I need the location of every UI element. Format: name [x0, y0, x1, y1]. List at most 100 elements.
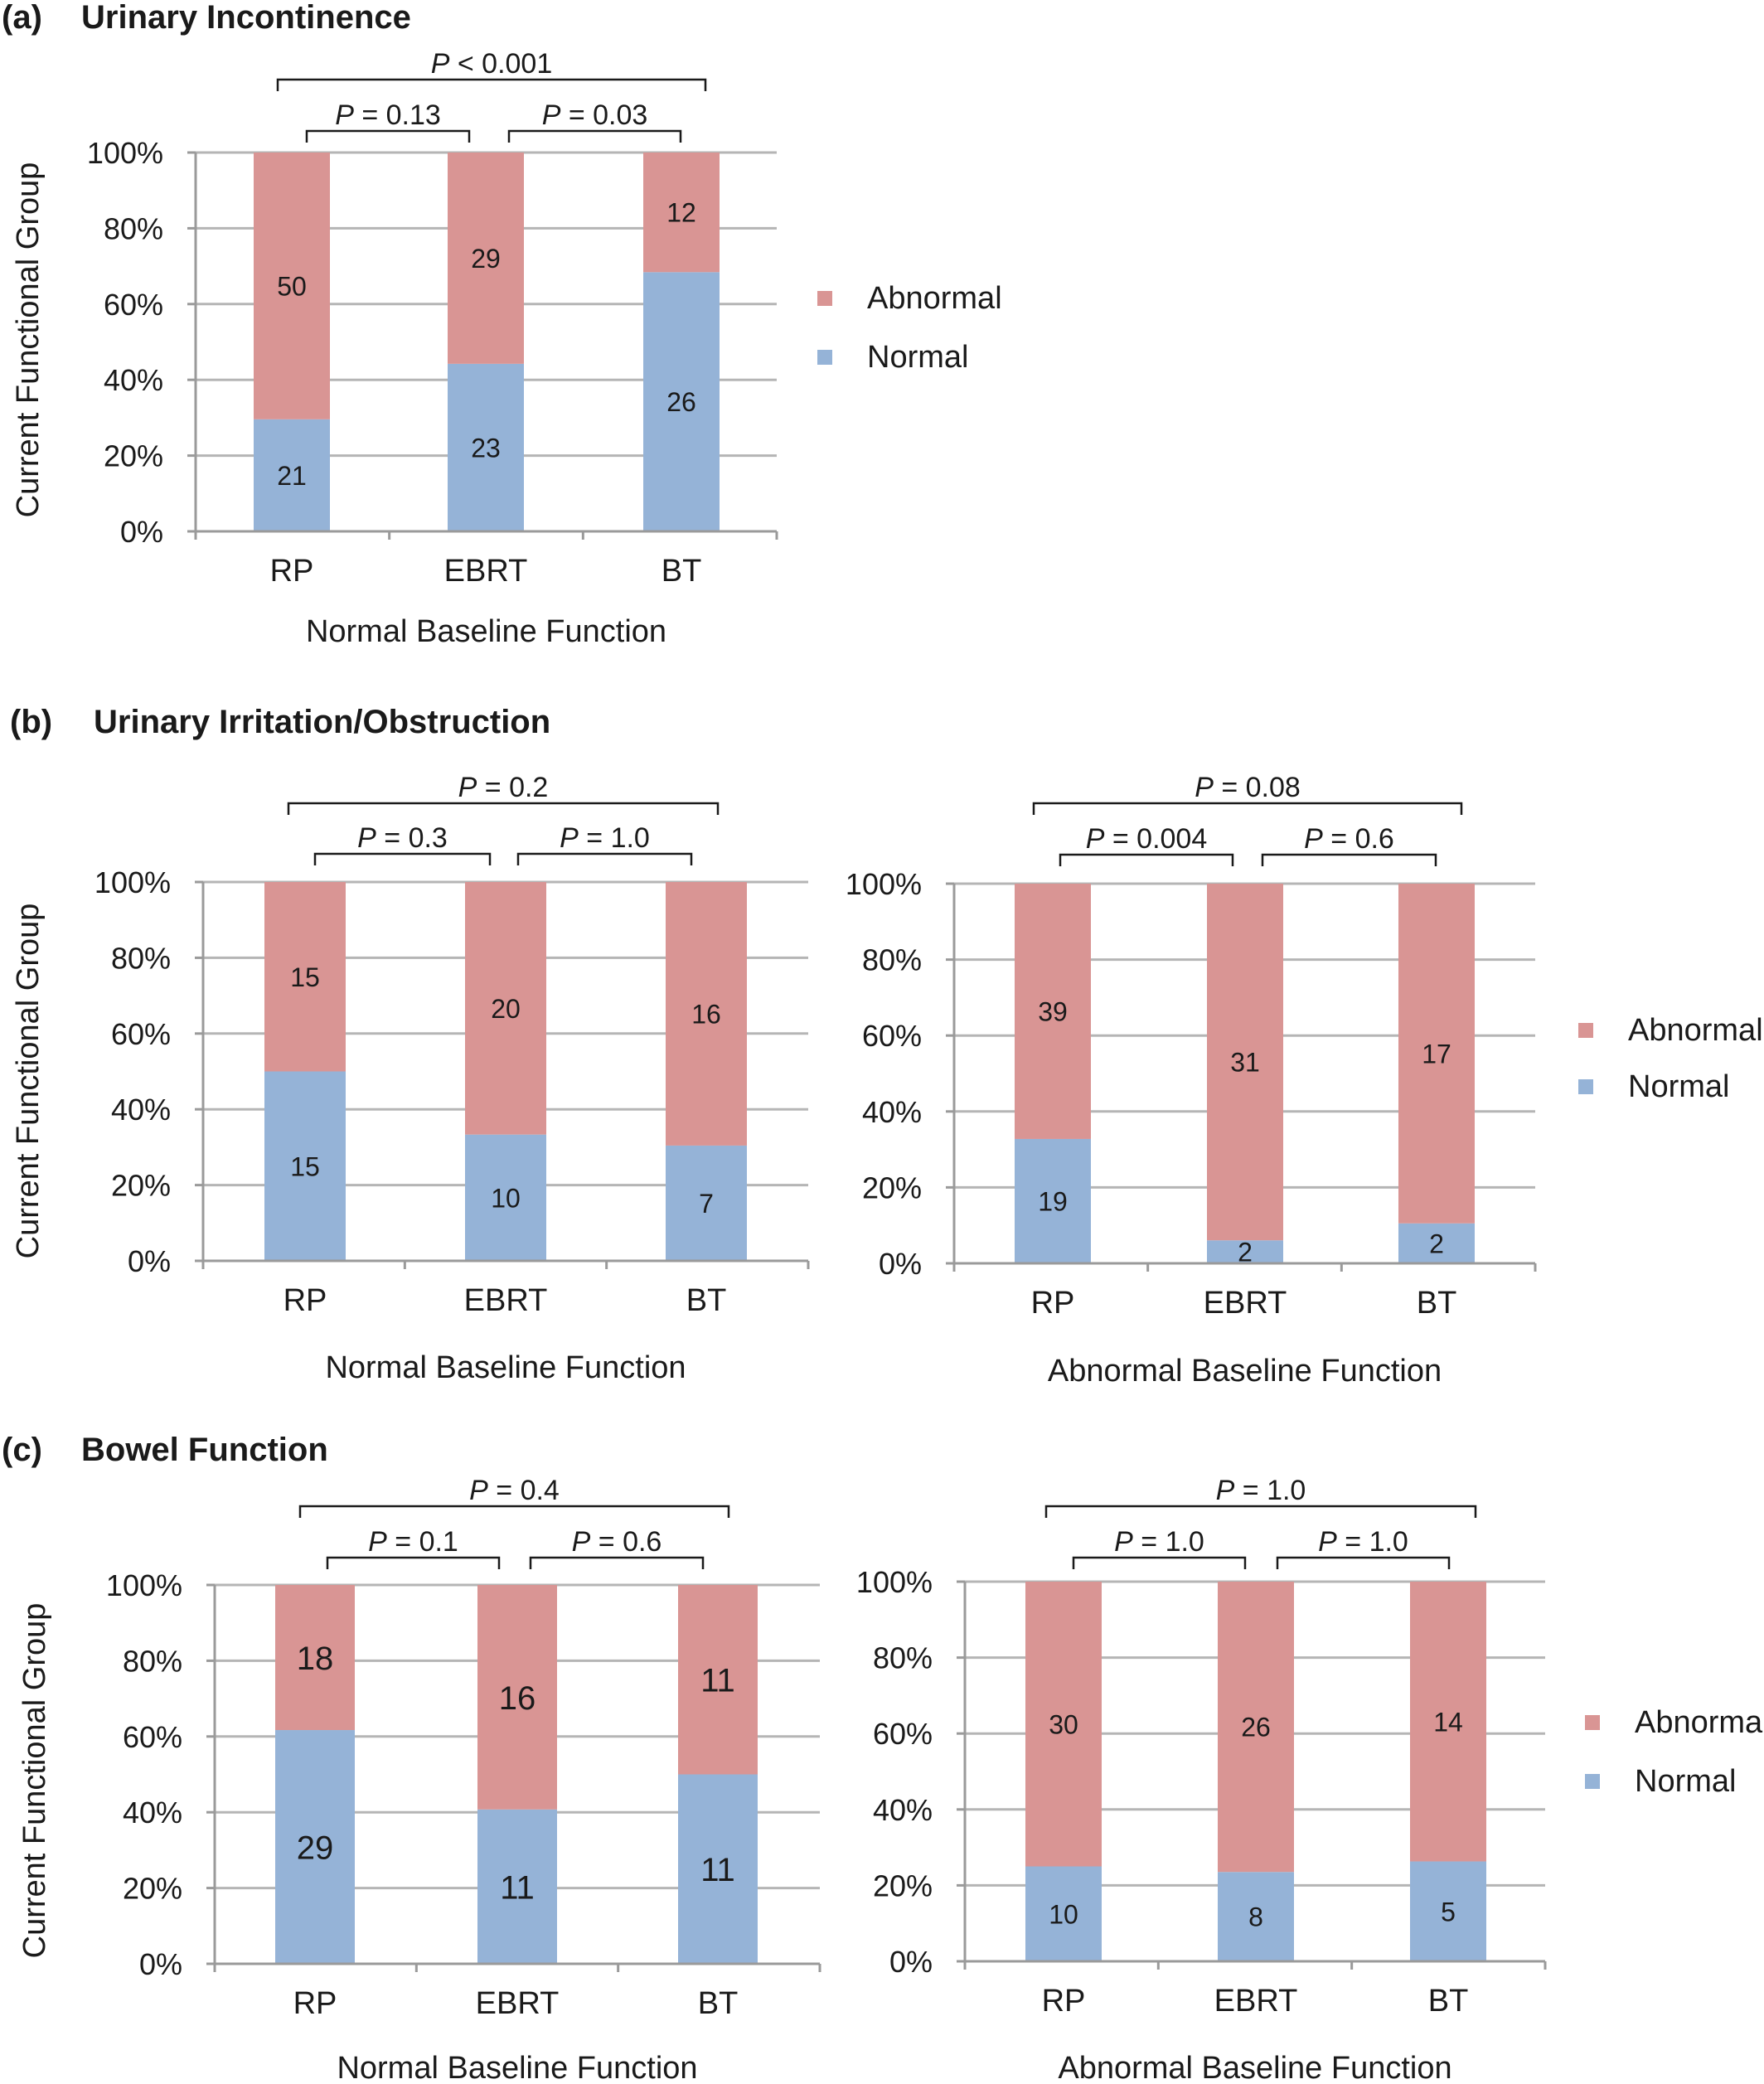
legend-swatch-abnormal	[1578, 1023, 1593, 1038]
data-label-normal-rp: 19	[1038, 1187, 1068, 1217]
y-tick-label: 60%	[104, 288, 163, 322]
x-axis-label: Normal Baseline Function	[325, 1350, 686, 1385]
bar-normal-ebrt	[448, 363, 524, 531]
bracket-rp-bt	[276, 78, 707, 91]
bar-abnormal-ebrt	[1218, 1582, 1294, 1873]
charts-layer: 0%20%40%60%80%100%2150RP2329EBRT2612BTNo…	[87, 48, 1764, 2084]
data-label-normal-rp: 21	[277, 461, 307, 491]
bar-normal-bt	[1410, 1861, 1486, 1961]
legend: Abnormal Normal	[1578, 1013, 1763, 1104]
x-category-label: RP	[1031, 1286, 1075, 1321]
x-category-label: BT	[698, 1986, 739, 2021]
y-tick-label: 60%	[111, 1017, 171, 1051]
x-category-label: EBRT	[444, 554, 528, 589]
p-value-ebrt-bt: P = 0.6	[1304, 823, 1394, 855]
panel-b-title: Urinary Irritation/Obstruction	[94, 704, 550, 740]
p-value-rp-ebrt: P = 1.0	[1114, 1526, 1204, 1558]
data-label-normal-rp: 15	[290, 1151, 320, 1181]
p-value-rp-bt: P = 0.08	[1195, 772, 1301, 803]
x-category-label: RP	[270, 554, 314, 589]
bar-abnormal-ebrt	[465, 882, 546, 1135]
y-tick-label: 60%	[873, 1717, 933, 1751]
data-label-abnormal-rp: 30	[1049, 1709, 1078, 1739]
y-tick-label: 0%	[120, 515, 163, 549]
y-tick-label: 20%	[123, 1872, 182, 1906]
p-value-rp-ebrt: P = 0.1	[368, 1526, 458, 1558]
data-label-normal-ebrt: 11	[500, 1869, 535, 1906]
data-label-abnormal-ebrt: 29	[471, 244, 501, 274]
bar-normal-rp	[254, 419, 330, 531]
bar-normal-bt	[678, 1774, 758, 1964]
y-tick-label: 80%	[873, 1641, 933, 1675]
data-label-abnormal-ebrt: 20	[491, 994, 521, 1024]
data-label-abnormal-bt: 14	[1433, 1707, 1463, 1737]
y-tick-label: 100%	[846, 867, 922, 901]
bracket-rp-bt	[1032, 802, 1463, 815]
legend-swatch-normal	[1578, 1079, 1593, 1094]
bar-abnormal-ebrt	[448, 153, 524, 364]
legend-label-normal: Normal	[867, 340, 968, 375]
y-tick-label: 0%	[128, 1244, 171, 1278]
legend-label-normal: Normal	[1628, 1069, 1729, 1104]
y-tick-label: 40%	[104, 363, 163, 397]
data-label-abnormal-ebrt: 16	[499, 1680, 536, 1717]
y-tick-label: 40%	[111, 1093, 171, 1127]
y-tick-label: 80%	[862, 943, 922, 977]
x-category-label: EBRT	[464, 1283, 548, 1318]
bar-abnormal-ebrt	[1207, 884, 1283, 1241]
x-category-label: EBRT	[1214, 1984, 1298, 2019]
y-tick-label: 100%	[87, 136, 163, 170]
bracket-rp-bt	[1044, 1505, 1477, 1518]
x-axis-label: Abnormal Baseline Function	[1048, 1354, 1442, 1389]
y-tick-label: 80%	[104, 211, 163, 245]
x-category-label: RP	[284, 1283, 327, 1318]
legend-label-abnormal: Abnormal	[1628, 1013, 1763, 1048]
y-tick-label: 20%	[862, 1170, 922, 1204]
data-label-normal-bt: 26	[666, 387, 696, 417]
panel-b-letter: (b)	[10, 704, 52, 740]
y-tick-label: 0%	[889, 1945, 933, 1979]
y-tick-label: 100%	[106, 1568, 182, 1602]
chart-2: 0% 20% 40% 60% 80% 100% 15 15 RP 10 20 EBRT 7 16 BTNor…	[94, 772, 810, 1385]
x-category-label: BT	[1417, 1286, 1457, 1321]
bar-normal-ebrt	[1207, 1240, 1283, 1263]
data-label-normal-bt: 7	[699, 1189, 714, 1219]
bar-normal-bt	[643, 272, 720, 531]
data-label-abnormal-bt: 17	[1422, 1039, 1451, 1069]
chart-3: 0% 20% 40% 60% 80% 100% 19 39 RP 2 31 EBRT 2 17 BT Abno…	[846, 772, 1763, 1389]
bracket-ebrt-bt	[507, 129, 682, 143]
data-label-normal-ebrt: 23	[471, 433, 501, 463]
bar-abnormal-bt	[1410, 1582, 1486, 1862]
p-value-ebrt-bt: P = 0.6	[572, 1526, 662, 1558]
bar-normal-ebrt	[477, 1809, 557, 1964]
bracket-ebrt-bt	[1261, 853, 1437, 866]
panel-c-ylabel: Current Functional Group	[17, 1603, 52, 1959]
bracket-rp-ebrt	[1072, 1556, 1247, 1569]
bracket-rp-ebrt	[305, 129, 471, 143]
bar-abnormal-bt	[1398, 884, 1475, 1224]
x-category-label: EBRT	[1204, 1286, 1287, 1321]
p-value-rp-ebrt: P = 0.13	[335, 99, 441, 131]
data-label-normal-bt: 2	[1429, 1229, 1444, 1258]
data-label-abnormal-bt: 16	[691, 999, 721, 1029]
data-label-normal-bt: 11	[700, 1852, 735, 1888]
data-label-abnormal-bt: 11	[700, 1663, 735, 1699]
bar-normal-rp	[275, 1730, 355, 1964]
x-axis-label: Abnormal Baseline Function	[1058, 2051, 1451, 2084]
x-axis-label: Normal Baseline Function	[337, 2051, 697, 2084]
bar-abnormal-bt	[643, 153, 720, 273]
bar-normal-rp	[1025, 1866, 1102, 1961]
legend-label-normal: Normal	[1635, 1764, 1736, 1799]
panel-c-title: Bowel Function	[81, 1432, 328, 1468]
y-tick-label: 0%	[139, 1947, 182, 1981]
legend-swatch-abnormal	[817, 291, 832, 306]
p-value-rp-ebrt: P = 0.3	[357, 822, 448, 854]
y-tick-label: 20%	[104, 439, 163, 473]
p-value-rp-bt: P = 0.2	[458, 772, 549, 803]
legend-swatch-normal	[817, 350, 832, 365]
data-label-abnormal-bt: 12	[666, 198, 696, 228]
bracket-rp-ebrt	[326, 1556, 501, 1569]
bracket-ebrt-bt	[1276, 1556, 1451, 1569]
bar-abnormal-bt	[666, 882, 747, 1146]
